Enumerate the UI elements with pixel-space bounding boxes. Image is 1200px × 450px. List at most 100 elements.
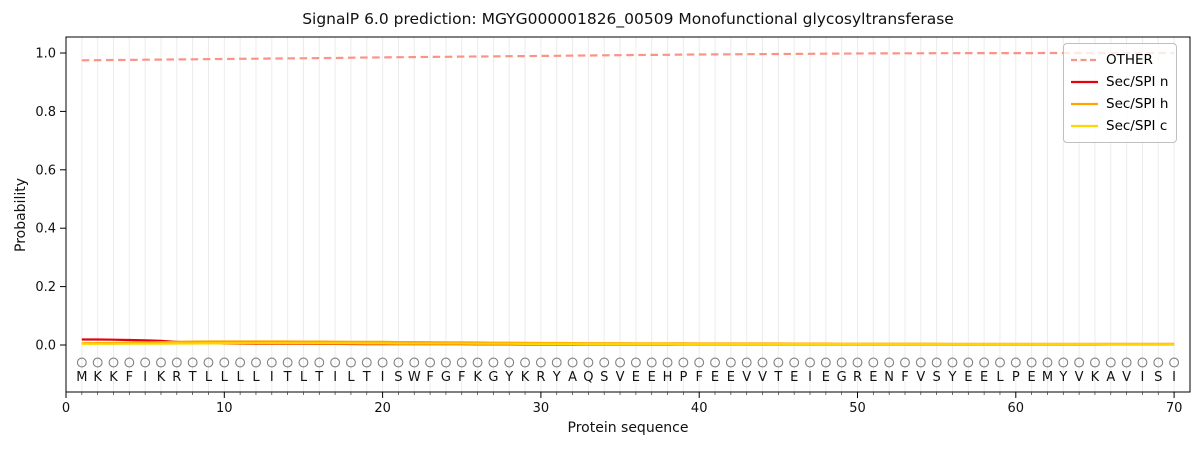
sequence-letter: I [1141,370,1145,385]
y-tick-label: 0.4 [35,222,56,237]
sequence-letter: K [157,370,166,385]
residue-marker-circle [694,357,705,368]
residue-marker-circle [92,357,103,368]
residue-marker-circle [235,357,246,368]
sequence-letter: F [426,370,433,385]
sequence-letter: Q [583,370,593,385]
residue-marker-circle [725,357,736,368]
sequence-letter: L [205,370,213,385]
residue-marker-circle [852,357,863,368]
residue-marker-circle [456,357,467,368]
residue-marker-circle [282,357,293,368]
sequence-letter: I [143,370,147,385]
legend-label-sec-spi-h: Sec/SPI h [1106,96,1169,112]
residue-marker-circle [741,357,752,368]
sequence-letter: E [648,370,656,385]
y-axis-label: Probability [13,177,29,253]
sequence-letter: G [837,370,847,385]
sequence-letter: Y [552,370,561,385]
x-axis-label: Protein sequence [567,420,689,436]
x-tick-label: 50 [849,401,866,416]
residue-marker-circle [678,357,689,368]
sequence-letter: V [916,370,925,385]
sequence-letter: I [1172,370,1176,385]
residue-marker-circle [868,357,879,368]
residue-marker-circle [488,357,499,368]
residue-marker-circle [1058,357,1069,368]
residue-marker-circle [583,357,594,368]
sequence-letter: E [727,370,735,385]
sequence-letter: E [790,370,798,385]
sequence-letter: M [76,370,87,385]
residue-marker-circle [567,357,578,368]
sequence-letter: I [333,370,337,385]
sequence-letter: R [172,370,181,385]
residue-marker-circle [1105,357,1116,368]
residue-marker-circle [884,357,895,368]
sequence-letter: F [126,370,133,385]
residue-marker-circle [140,357,151,368]
legend-label-sec-spi-c: Sec/SPI c [1106,118,1168,134]
sequence-letter: S [933,370,941,385]
residue-marker-circle [219,357,230,368]
x-tick-label: 70 [1166,401,1183,416]
sequence-letter: L [996,370,1004,385]
sequence-letter: A [568,370,577,385]
residue-marker-circle [203,357,214,368]
legend-item-sec-spi-n: Sec/SPI n [1071,71,1170,93]
residue-marker-circle [979,357,990,368]
sequence-letter: L [221,370,229,385]
residue-marker-circle [820,357,831,368]
sequence-letter: K [521,370,530,385]
residue-marker-circle [995,357,1005,368]
sequence-letter: V [1122,370,1131,385]
residue-marker-circle [361,357,372,368]
sequence-letter: E [980,370,988,385]
sequence-letter: G [441,370,451,385]
x-tick-label: 60 [1008,401,1025,416]
residue-marker-circle [630,357,641,368]
residue-marker-circle [330,357,341,368]
sequence-letter: T [283,370,292,385]
residue-marker-circle [535,357,546,368]
residue-marker-circle [1137,357,1148,368]
plot-border [65,36,1191,393]
sequence-letter: Y [1058,370,1067,385]
sequence-letter: T [188,370,197,385]
sequence-letter: L [300,370,308,385]
residue-marker-circle [156,357,166,368]
residue-marker-circle [314,357,325,368]
legend-line-sample [1071,102,1098,106]
residue-marker-circle [1074,357,1085,368]
sequence-letter: I [381,370,385,385]
sequence-letter: V [616,370,625,385]
series-line-other [81,51,1175,62]
sequence-letter: V [758,370,767,385]
sequence-letter: Y [504,370,513,385]
residue-marker-circle [931,357,942,368]
residue-marker-circle [298,357,309,368]
sequence-letter: K [473,370,482,385]
sequence-letter: N [884,370,894,385]
residue-marker-circle [757,357,768,368]
residue-marker-circle [1010,357,1021,368]
sequence-letter: L [252,370,260,385]
chart-title: SignalP 6.0 prediction: MGYG000001826_00… [302,10,954,28]
y-tick-label: 0.8 [35,105,56,120]
residue-marker-circle [805,357,815,368]
residue-marker-circle [377,357,388,368]
sequence-letter: L [237,370,245,385]
residue-marker-circle [108,357,119,368]
residue-marker-circle [947,357,958,368]
sequence-letter: E [632,370,640,385]
residue-marker-circle [76,357,87,368]
legend-label-sec-spi-n: Sec/SPI n [1106,74,1169,90]
sequence-letter: I [808,370,812,385]
sequence-letter: G [488,370,498,385]
residue-marker-circle [662,357,673,368]
residue-marker-circle [1153,357,1164,368]
x-tick-label: 30 [533,401,550,416]
legend-line-sample [1071,124,1098,128]
x-tick-label: 20 [374,401,391,416]
